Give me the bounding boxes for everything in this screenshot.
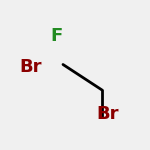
Text: Br: Br (20, 58, 42, 76)
Text: F: F (51, 27, 63, 45)
Text: Br: Br (97, 105, 119, 123)
